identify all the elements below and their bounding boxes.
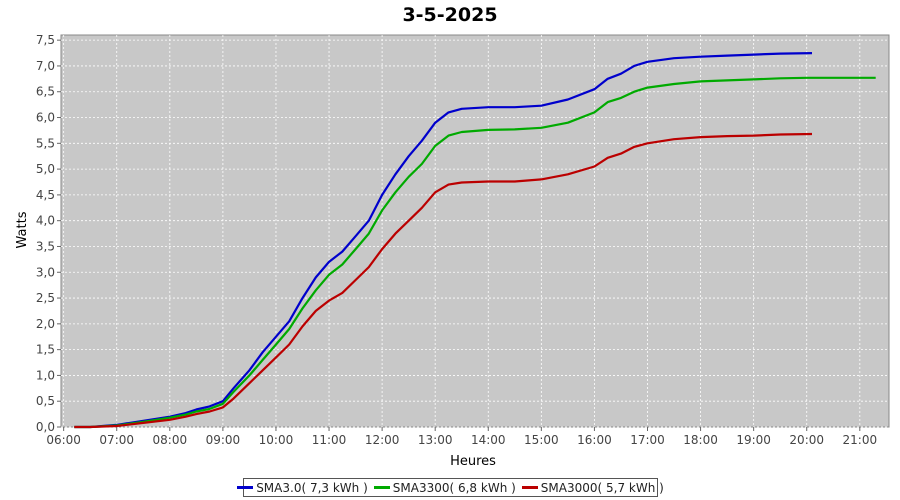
y-tick-label: 3,0 xyxy=(36,265,55,279)
y-tick-label: 6,5 xyxy=(36,85,55,99)
y-tick-label: 4,0 xyxy=(36,214,55,228)
y-tick-label: 5,5 xyxy=(36,136,55,150)
legend-item: SMA3.0( 7,3 kWh ) xyxy=(237,481,368,495)
legend-label: SMA3300( 6,8 kWh ) xyxy=(392,480,516,495)
legend-label: SMA3000( 5,7 kWh ) xyxy=(540,480,664,495)
x-tick-label: 18:00 xyxy=(683,433,718,447)
y-tick-label: 3,5 xyxy=(36,239,55,253)
x-tick-label: 20:00 xyxy=(789,433,824,447)
series-lines xyxy=(74,52,876,429)
y-tick-label: 1,5 xyxy=(36,343,55,357)
x-tick-label: 06:00 xyxy=(46,433,81,447)
y-tick-label: 7,0 xyxy=(36,59,55,73)
series-line-3 xyxy=(74,132,813,429)
x-axis-label: Heures xyxy=(450,454,496,469)
chart-title: 3-5-2025 xyxy=(402,4,497,26)
y-axis-label: Watts xyxy=(15,211,30,248)
x-tick-label: 13:00 xyxy=(418,433,453,447)
series-line-1 xyxy=(74,52,813,429)
y-tick-label: 2,0 xyxy=(36,317,55,331)
y-tick-label: 2,5 xyxy=(36,291,55,305)
legend-item: SMA3000( 5,7 kWh ) xyxy=(521,480,664,495)
y-tick-label: 0,5 xyxy=(36,394,55,408)
x-tick-label: 15:00 xyxy=(524,433,559,447)
legend-swatch xyxy=(373,486,390,489)
x-tick-label: 11:00 xyxy=(312,433,347,447)
y-tick-label: 5,0 xyxy=(36,162,55,176)
series-line-2 xyxy=(74,76,876,429)
x-tick-label: 14:00 xyxy=(471,433,506,447)
x-tick-label: 09:00 xyxy=(206,433,241,447)
y-tick-label: 4,5 xyxy=(36,188,55,202)
y-tick-label: 6,0 xyxy=(36,111,55,125)
x-tick-label: 21:00 xyxy=(843,433,878,447)
plot-area xyxy=(60,34,890,428)
legend-swatch xyxy=(237,486,254,489)
y-tick-label: 1,0 xyxy=(36,368,55,382)
legend-item: SMA3300( 6,8 kWh ) xyxy=(373,480,516,495)
y-tick-label: 7,5 xyxy=(36,33,55,47)
x-tick-label: 12:00 xyxy=(365,433,400,447)
x-tick-label: 10:00 xyxy=(259,433,294,447)
legend-swatch xyxy=(521,486,538,489)
y-axis: 0,0 0,5 1,0 1,5 2,0 2,5 3,0 3,5 4,0 4,5 5,0 5,5 6,0 6… xyxy=(36,33,61,434)
x-tick-label: 17:00 xyxy=(630,433,665,447)
x-tick-label: 07:00 xyxy=(99,433,134,447)
x-tick-label: 08:00 xyxy=(153,433,188,447)
x-tick-label: 16:00 xyxy=(577,433,612,447)
y-tick-label: 0,0 xyxy=(36,420,55,434)
x-tick-label: 19:00 xyxy=(736,433,771,447)
grid xyxy=(61,35,889,428)
legend: SMA3.0( 7,3 kWh ) SMA3300( 6,8 kWh ) SMA30… xyxy=(237,478,664,497)
x-axis: 06:00 07:00 08:00 09:00 10:00 11:00 12:00 13:00… xyxy=(46,427,877,447)
legend-label: SMA3.0( 7,3 kWh ) xyxy=(256,480,368,495)
